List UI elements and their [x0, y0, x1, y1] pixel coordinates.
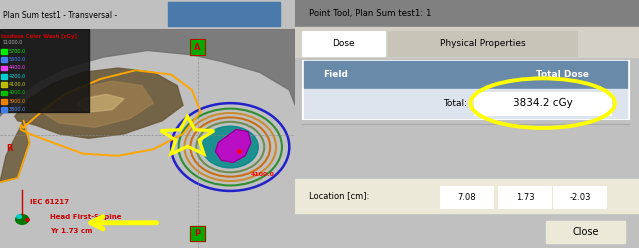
Bar — [304, 89, 627, 118]
Bar — [1, 82, 7, 87]
Text: 4100.0: 4100.0 — [9, 82, 26, 87]
Polygon shape — [15, 68, 183, 138]
Bar — [388, 31, 577, 56]
Text: Close: Close — [573, 227, 599, 237]
Bar — [295, 0, 639, 27]
Circle shape — [15, 215, 29, 224]
Text: A: A — [194, 43, 201, 52]
Bar — [295, 179, 639, 213]
Polygon shape — [0, 121, 29, 182]
Bar — [474, 92, 612, 115]
Text: Physical Properties: Physical Properties — [440, 39, 525, 48]
Text: Point Tool, Plan Sum test1: 1: Point Tool, Plan Sum test1: 1 — [309, 9, 431, 18]
Text: 11000.0: 11000.0 — [3, 40, 22, 45]
Text: 7.08: 7.08 — [458, 193, 477, 202]
Bar — [190, 39, 204, 55]
Text: R: R — [6, 144, 12, 154]
Text: Plan Sum test1 - Transversal -: Plan Sum test1 - Transversal - — [3, 11, 117, 20]
Bar — [168, 2, 281, 26]
Bar — [498, 186, 551, 208]
Circle shape — [26, 218, 29, 221]
Polygon shape — [0, 29, 295, 116]
Text: Field: Field — [323, 70, 348, 79]
Text: 4000.0: 4000.0 — [9, 90, 26, 95]
Text: Dose: Dose — [332, 39, 355, 48]
Bar — [1, 107, 7, 112]
Bar — [1, 49, 7, 54]
Text: 5700.0: 5700.0 — [9, 49, 26, 54]
Text: 3834.2 cGy: 3834.2 cGy — [513, 98, 573, 108]
Text: 5600.0: 5600.0 — [9, 57, 26, 62]
Bar — [1, 57, 7, 62]
Text: 4100.0: 4100.0 — [251, 172, 275, 177]
Bar — [304, 61, 627, 88]
Text: 4400.0: 4400.0 — [9, 65, 26, 70]
Text: Total:: Total: — [443, 99, 467, 108]
Text: 1.73: 1.73 — [516, 193, 535, 202]
Bar — [0, 29, 89, 112]
Circle shape — [17, 215, 22, 218]
Text: 3800.0: 3800.0 — [9, 107, 26, 112]
Text: Head First-Supine: Head First-Supine — [50, 215, 121, 220]
Bar — [190, 39, 204, 55]
Text: P: P — [194, 229, 201, 238]
Bar — [190, 226, 204, 241]
Bar — [1, 91, 7, 95]
Text: -2.03: -2.03 — [570, 193, 591, 202]
Bar — [553, 186, 606, 208]
Text: Isodose Color Wash [cGy]: Isodose Color Wash [cGy] — [1, 34, 77, 39]
Bar — [302, 60, 629, 119]
Polygon shape — [215, 129, 251, 162]
Bar — [546, 221, 625, 243]
Bar — [440, 186, 493, 208]
Bar — [1, 66, 7, 70]
Bar — [302, 31, 385, 56]
Circle shape — [202, 126, 258, 168]
Text: 3900.0: 3900.0 — [9, 99, 26, 104]
Polygon shape — [77, 94, 124, 112]
Text: 4200.0: 4200.0 — [9, 74, 26, 79]
Bar — [1, 74, 7, 79]
Text: IEC 61217: IEC 61217 — [29, 199, 68, 205]
Text: Location [cm]:: Location [cm]: — [309, 191, 369, 200]
Bar — [1, 99, 7, 104]
Text: Total Dose: Total Dose — [536, 70, 589, 79]
Bar — [295, 27, 639, 57]
Text: Yr 1.73 cm: Yr 1.73 cm — [50, 228, 93, 234]
Bar — [190, 226, 204, 241]
Polygon shape — [42, 81, 153, 127]
